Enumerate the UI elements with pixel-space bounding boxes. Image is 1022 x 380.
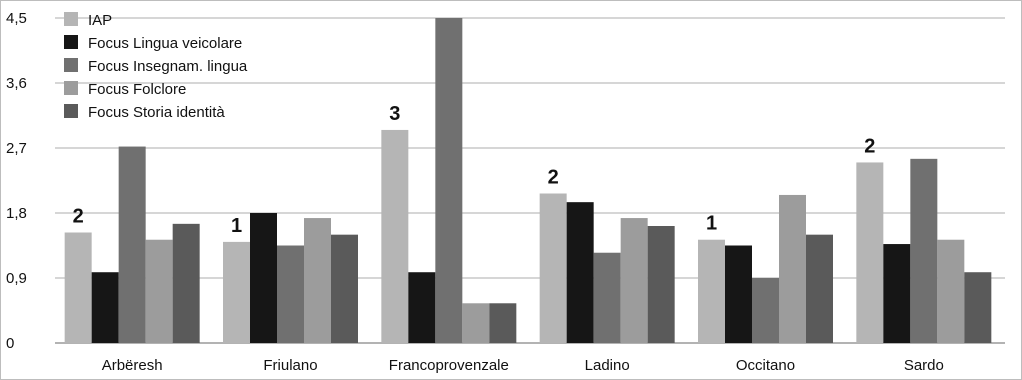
bar [277, 245, 304, 343]
bar-annotation: 2 [548, 167, 559, 189]
bar [779, 194, 806, 343]
legend-label: Focus Lingua veicolare [88, 35, 242, 52]
x-axis: Arbëresh Friulano Francoprovenzale Ladino Oc… [102, 357, 944, 374]
bar [725, 245, 752, 343]
bar [118, 146, 146, 343]
legend-swatch [64, 35, 78, 49]
legend-label: Focus Insegnam. lingua [88, 58, 248, 75]
bar [937, 239, 965, 343]
bar [964, 272, 992, 343]
bar [145, 239, 173, 343]
bar [331, 234, 358, 343]
gridlines [55, 17, 1005, 344]
bar [539, 193, 567, 343]
x-tick-label: Ladino [585, 357, 630, 374]
bar-annotation: 1 [706, 213, 717, 235]
annotations: 2 1 3 2 1 2 [73, 103, 876, 237]
y-tick-label: 1,8 [6, 205, 27, 222]
bar [883, 244, 911, 343]
legend-swatch [64, 58, 78, 72]
bar [593, 252, 621, 343]
bar [462, 303, 490, 343]
x-tick-label: Friulano [263, 357, 317, 374]
y-tick-label: 4,5 [6, 10, 27, 27]
legend-label: Focus Storia identità [88, 104, 225, 121]
bar-annotation: 3 [389, 103, 400, 125]
legend-swatch [64, 12, 78, 26]
bar [910, 158, 938, 343]
bar [806, 234, 833, 343]
bar-annotation: 2 [864, 135, 875, 157]
y-tick-label: 0,9 [6, 270, 27, 287]
bar-annotation: 1 [231, 215, 242, 237]
bar [250, 213, 277, 343]
y-tick-label: 2,7 [6, 140, 27, 157]
legend-label: Focus Folclore [88, 81, 186, 98]
bar-annotation: 2 [73, 206, 84, 228]
bar [566, 202, 594, 343]
y-tick-label: 0 [6, 335, 14, 352]
y-tick-label: 3,6 [6, 75, 27, 92]
x-tick-label: Francoprovenzale [389, 357, 509, 374]
x-tick-label: Arbëresh [102, 357, 163, 374]
bar [223, 241, 250, 343]
bar [698, 239, 725, 343]
bar [489, 303, 517, 343]
bar [752, 278, 779, 343]
y-axis: 0 0,9 1,8 2,7 3,6 4,5 [6, 10, 27, 352]
legend-label: IAP [88, 12, 112, 29]
bar [620, 218, 648, 343]
bar [647, 226, 675, 343]
bar [381, 129, 409, 343]
bar [304, 218, 331, 343]
legend: IAP Focus Lingua veicolare Focus Insegnam.… [64, 12, 248, 121]
x-tick-label: Occitano [736, 357, 795, 374]
bar [64, 232, 92, 343]
legend-swatch [64, 81, 78, 95]
x-tick-label: Sardo [904, 357, 944, 374]
bars [64, 18, 992, 343]
bar [91, 272, 119, 343]
legend-swatch [64, 104, 78, 118]
bar [856, 162, 884, 343]
bar [408, 272, 436, 343]
bar [435, 18, 463, 343]
bar [172, 223, 200, 343]
